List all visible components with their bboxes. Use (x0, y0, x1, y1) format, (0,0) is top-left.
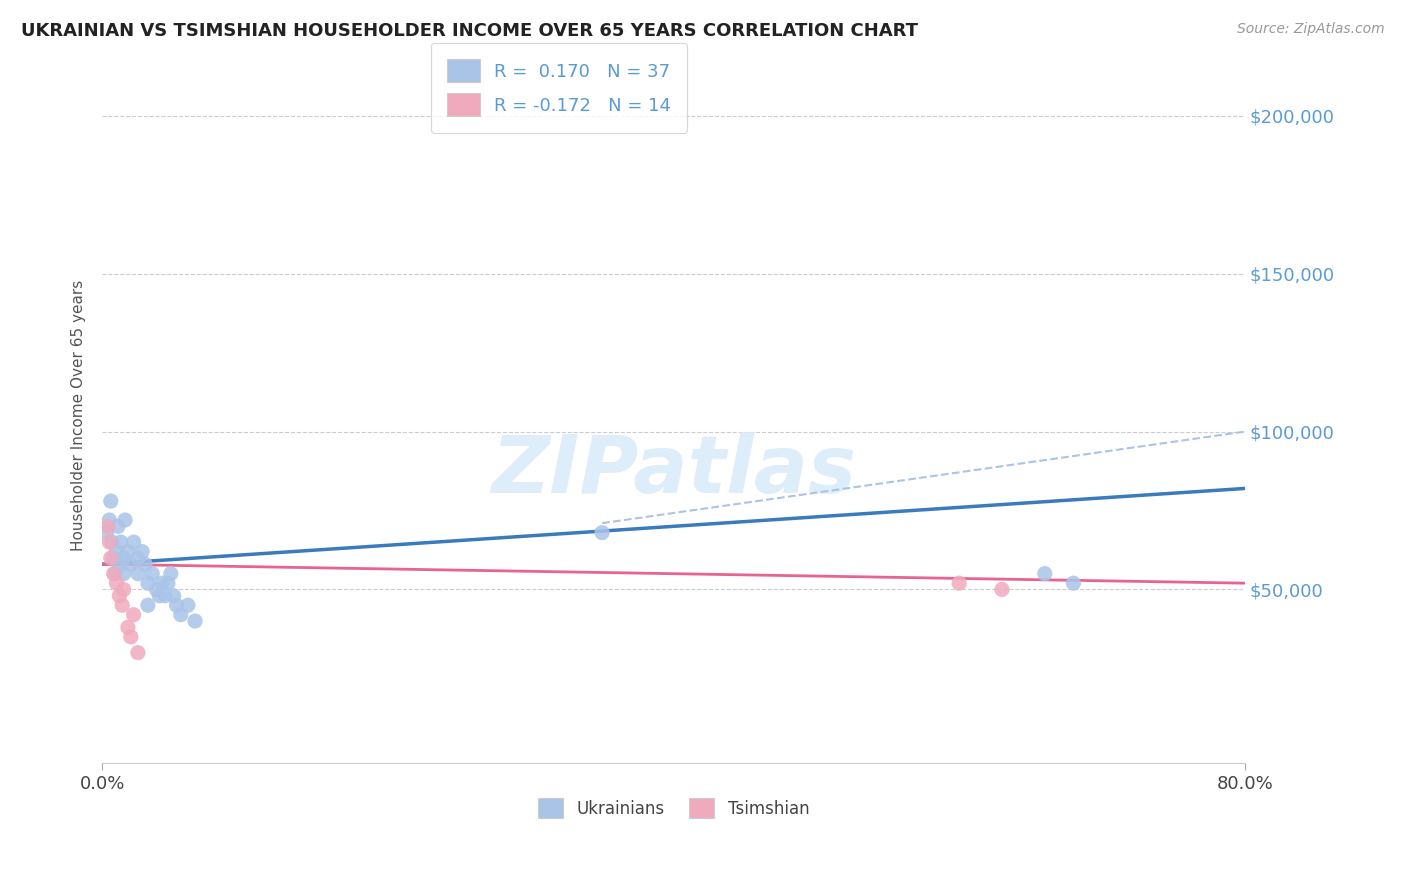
Point (96, 525, 118, 540)
Point (112, 566, 135, 581)
Point (127, 550, 149, 565)
Point (177, 599, 200, 613)
Point (117, 544, 139, 558)
Point (114, 513, 136, 527)
Point (98, 513, 121, 527)
Point (150, 576, 173, 591)
Point (136, 599, 159, 613)
Point (184, 614, 207, 628)
Point (105, 544, 128, 558)
Legend: Ukrainians, Tsimshian: Ukrainians, Tsimshian (531, 792, 815, 824)
Point (108, 558, 131, 572)
Point (122, 607, 145, 622)
Point (1062, 576, 1084, 591)
Point (100, 550, 122, 565)
Point (97, 519, 120, 533)
Point (107, 519, 129, 533)
Point (108, 589, 131, 603)
Point (101, 535, 124, 549)
Point (134, 558, 156, 572)
Point (136, 576, 159, 591)
Point (148, 589, 170, 603)
Point (103, 550, 125, 565)
Point (110, 535, 132, 549)
Point (120, 558, 142, 572)
Point (1033, 566, 1056, 581)
Point (159, 566, 181, 581)
Text: UKRAINIAN VS TSIMSHIAN HOUSEHOLDER INCOME OVER 65 YEARS CORRELATION CHART: UKRAINIAN VS TSIMSHIAN HOUSEHOLDER INCOM… (21, 22, 918, 40)
Point (120, 630, 142, 644)
Point (104, 566, 127, 581)
Point (162, 589, 184, 603)
Point (141, 566, 163, 581)
Y-axis label: Householder Income Over 65 years: Householder Income Over 65 years (72, 280, 86, 551)
Point (166, 599, 188, 613)
Point (170, 607, 193, 622)
Point (591, 525, 613, 540)
Point (117, 620, 139, 634)
Text: Source: ZipAtlas.com: Source: ZipAtlas.com (1237, 22, 1385, 37)
Point (105, 576, 128, 591)
Point (127, 646, 149, 660)
Point (112, 582, 135, 597)
Point (98, 535, 121, 549)
Point (111, 599, 134, 613)
Point (145, 582, 167, 597)
Point (122, 535, 145, 549)
Point (100, 494, 122, 508)
Point (948, 576, 970, 591)
Point (156, 576, 179, 591)
Text: ZIPatlas: ZIPatlas (491, 433, 856, 510)
Point (153, 589, 176, 603)
Point (103, 566, 125, 581)
Point (991, 582, 1014, 597)
Point (127, 566, 149, 581)
Point (112, 550, 135, 565)
Point (131, 544, 153, 558)
